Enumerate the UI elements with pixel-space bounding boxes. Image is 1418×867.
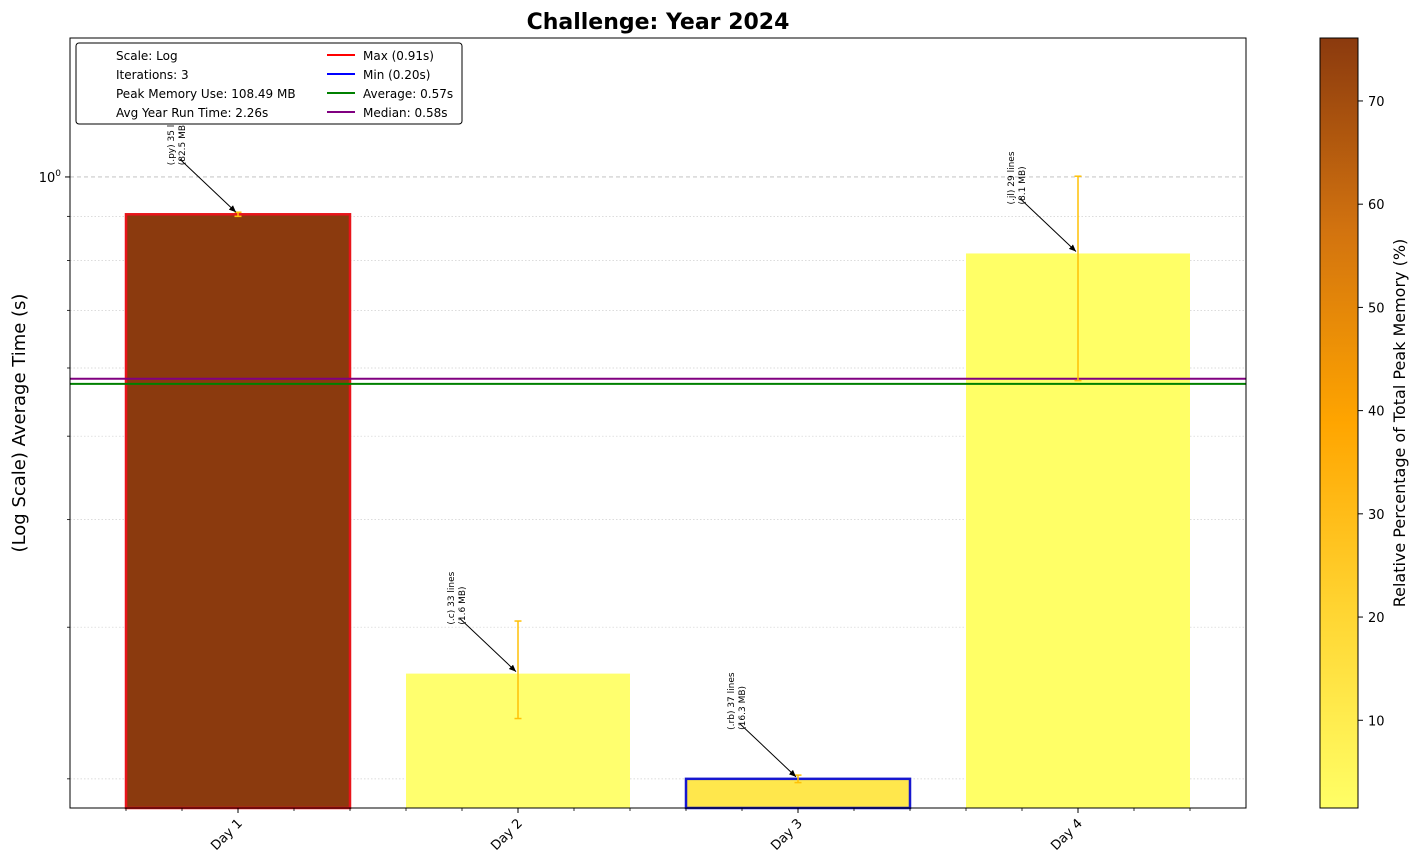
x-axis: Day 1 Day 2 Day 3 Day 4 <box>125 808 1191 854</box>
error-bar <box>1074 175 1082 382</box>
y-tick-label: 100 <box>39 169 62 186</box>
colorbar-tick-label: 30 <box>1368 508 1385 523</box>
reference-lines <box>70 377 1246 385</box>
legend-info-item: Scale: Log <box>116 49 178 63</box>
legend-info-item: Avg Year Run Time: 2.26s <box>116 106 268 120</box>
error-bar <box>514 620 522 720</box>
y-axis-label: (Log Scale) Average Time (s) <box>9 294 30 553</box>
legend-info-item: Peak Memory Use: 108.49 MB <box>116 87 296 101</box>
chart-title: Challenge: Year 2024 <box>527 10 790 35</box>
legend: Scale: Log Iterations: 3 Peak Memory Use: … <box>75 42 463 125</box>
colorbar-tick-label: 60 <box>1368 198 1385 213</box>
legend-line-label: Max (0.91s) <box>363 49 434 63</box>
error-bars <box>234 175 1082 784</box>
colorbar-gradient <box>1319 37 1359 809</box>
colorbar-tick-label: 10 <box>1368 714 1385 729</box>
colorbar-tick-label: 20 <box>1368 611 1385 626</box>
annotation-label: (.jl) 29 lines(8.1 MB) <box>1007 151 1028 204</box>
bar-annotations: (.py) 35 lines(82.5 MB) (.c) 33 lines(1.6… <box>167 106 1077 778</box>
legend-line-label: Average: 0.57s <box>363 87 453 101</box>
x-tick-label: Day 4 <box>1048 816 1086 854</box>
bar-day-3 <box>684 777 912 810</box>
colorbar-tick-label: 50 <box>1368 301 1385 316</box>
x-tick-label: Day 3 <box>768 816 806 854</box>
legend-line-label: Median: 0.58s <box>363 106 447 120</box>
annotation-label: (.c) 33 lines(1.6 MB) <box>447 571 468 624</box>
annotation-label: (.py) 35 lines(82.5 MB) <box>167 106 188 165</box>
colorbar-tick-label: 70 <box>1368 95 1385 110</box>
legend-info-item: Iterations: 3 <box>116 68 189 82</box>
colorbar: 10 20 30 40 50 60 70 Relative Percentage of To… <box>1319 37 1409 809</box>
colorbar-label: Relative Percentage of Total Peak Memory… <box>1390 239 1409 608</box>
bar-day-1 <box>124 213 352 810</box>
bars <box>124 213 1190 810</box>
colorbar-tick-label: 40 <box>1368 405 1385 420</box>
legend-line-label: Min (0.20s) <box>363 68 430 82</box>
x-tick-label: Day 1 <box>208 816 246 854</box>
plot-frame <box>69 37 1247 809</box>
legend-box <box>75 42 463 125</box>
annotation-label: (.rb) 37 lines(16.3 MB) <box>727 672 748 730</box>
y-axis: 100 <box>39 169 70 780</box>
x-tick-label: Day 2 <box>488 816 526 854</box>
